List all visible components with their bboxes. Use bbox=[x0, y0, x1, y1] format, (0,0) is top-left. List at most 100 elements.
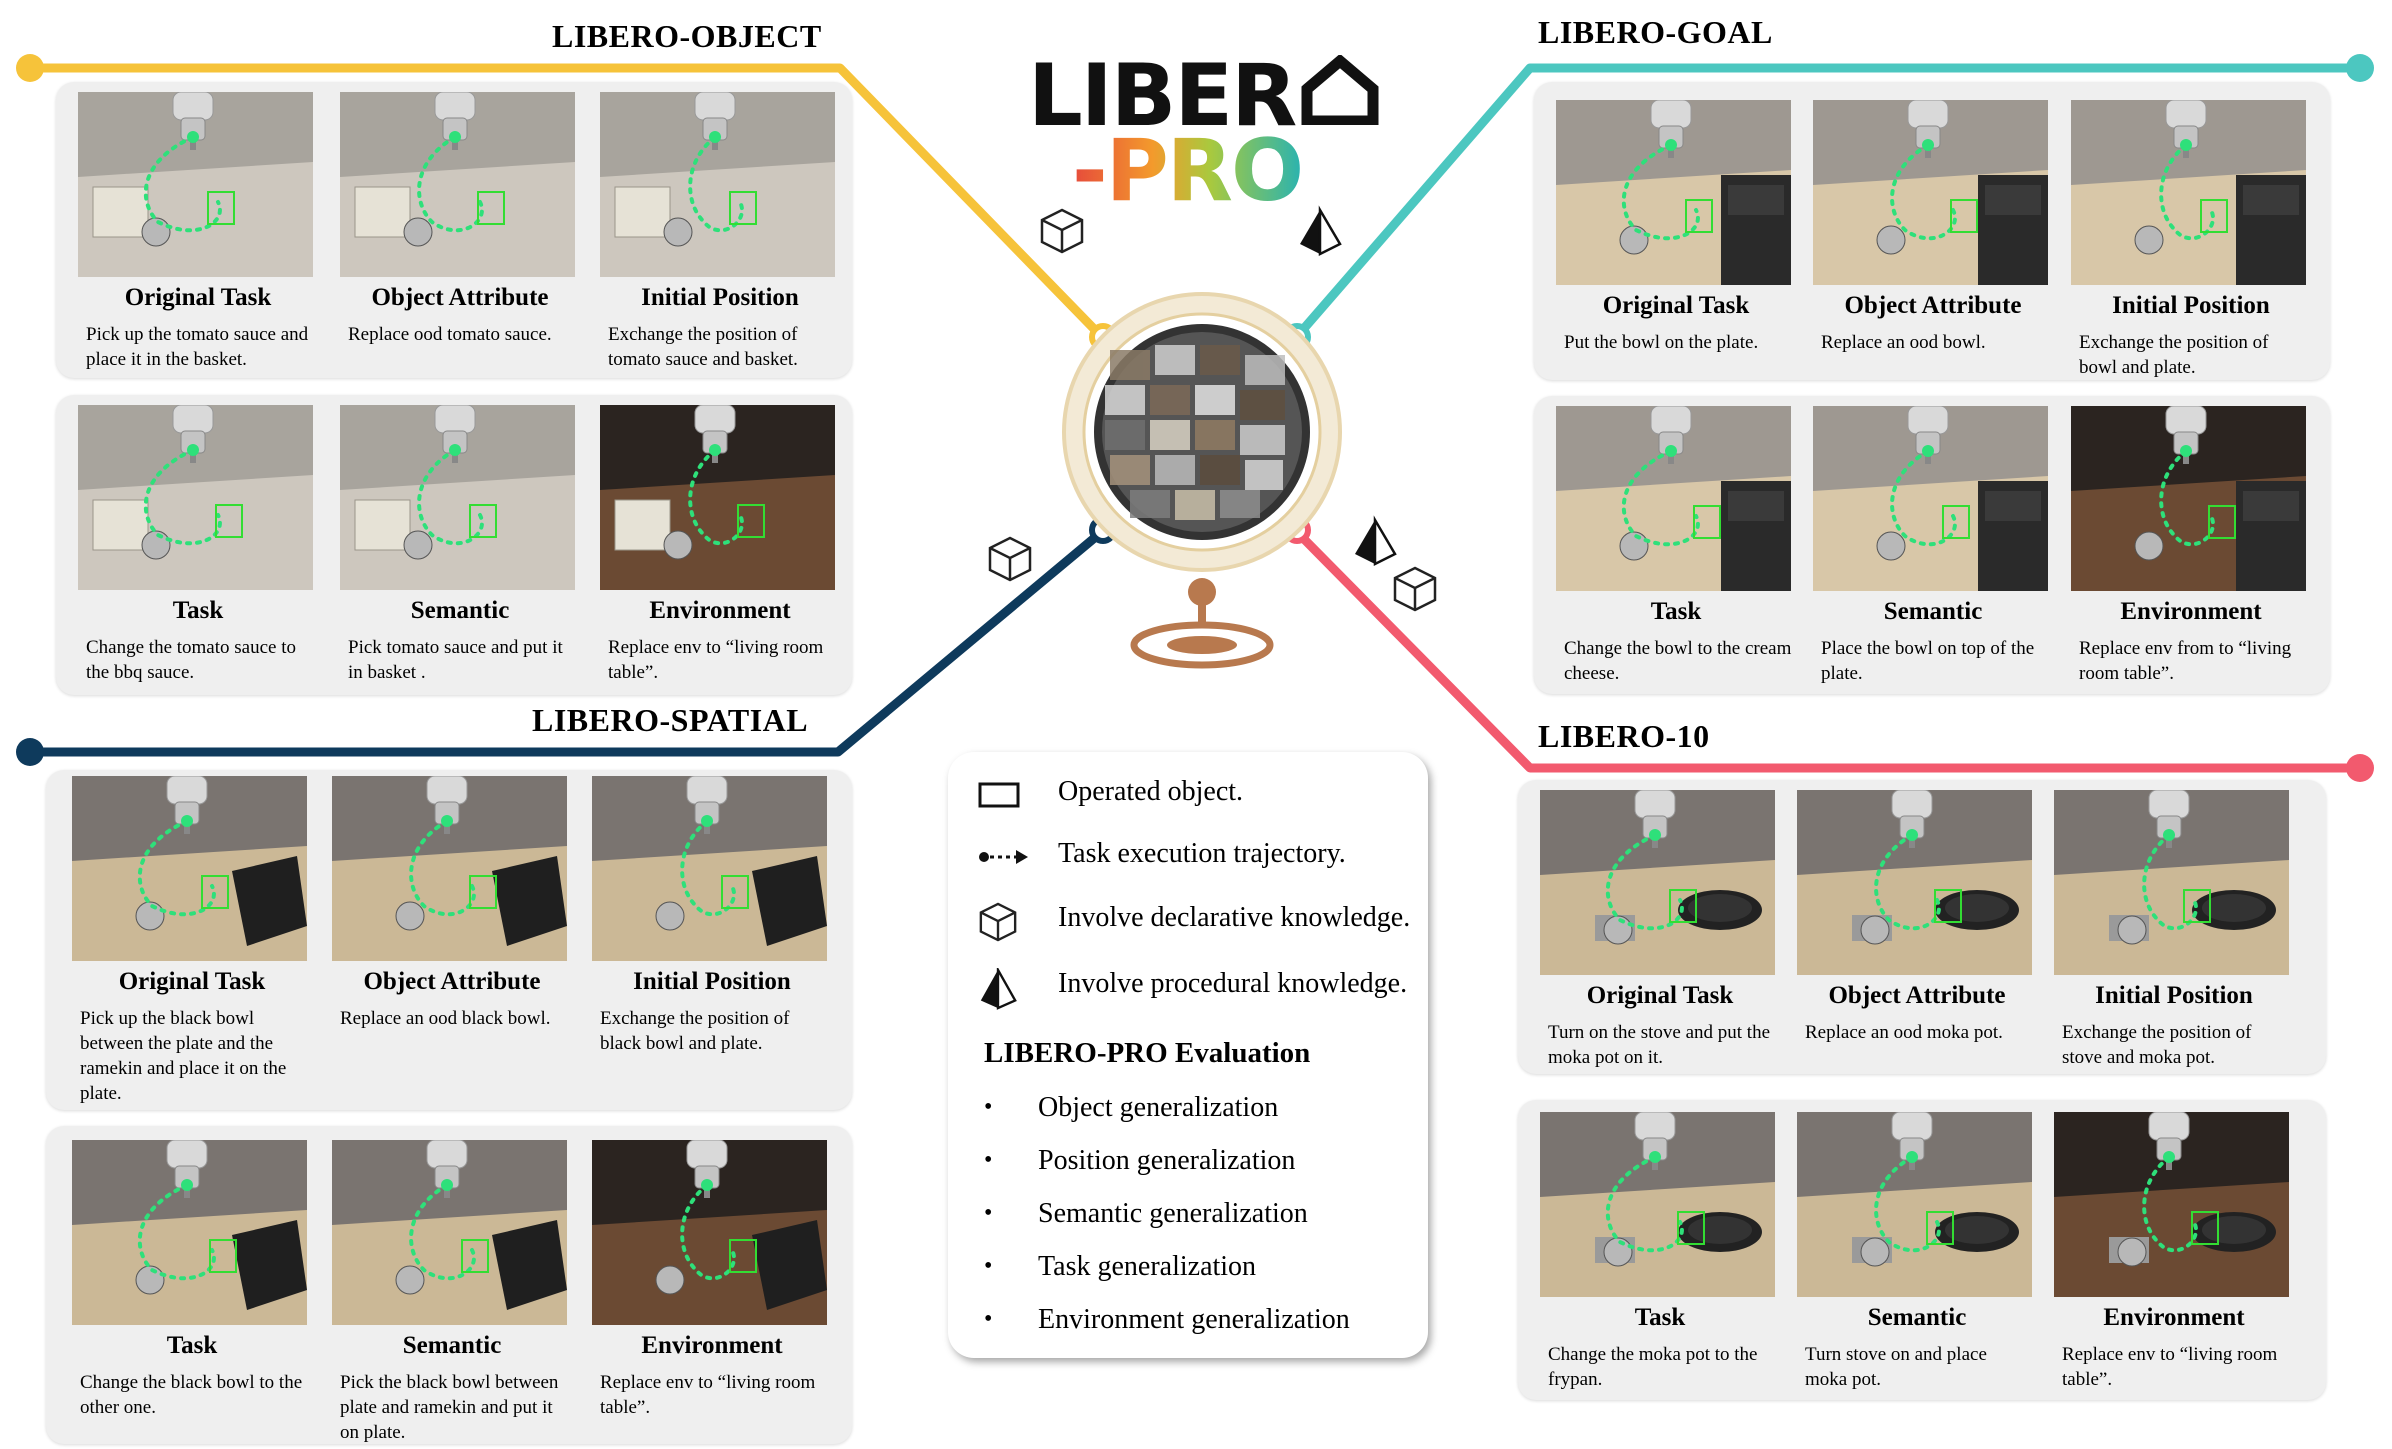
trajectory-path bbox=[137, 819, 216, 917]
trajectory-start bbox=[1665, 139, 1677, 151]
logo-pro-label: -PRO bbox=[1072, 121, 1302, 220]
operated-object-box bbox=[1669, 889, 1697, 923]
card-description: Change the tomato sauce to the bbq sauce… bbox=[86, 637, 296, 683]
card-image bbox=[592, 1140, 827, 1325]
card-image bbox=[2054, 790, 2289, 975]
operated-object-box bbox=[477, 191, 505, 225]
trajectory-start bbox=[441, 1179, 453, 1191]
scene-thumbnail bbox=[2071, 406, 2306, 591]
card-description: Pick up the tomato sauce and place it in… bbox=[86, 324, 309, 370]
scene-thumbnail bbox=[1556, 406, 1791, 591]
card-title: Object Attribute bbox=[1844, 292, 2022, 319]
cube-icon bbox=[979, 902, 1017, 942]
bullet-icon: • bbox=[984, 1094, 993, 1120]
card-title: Object Attribute bbox=[363, 968, 541, 995]
declarative-cube-icon bbox=[988, 536, 1032, 582]
card-description: Replace an ood bowl. bbox=[1821, 332, 1986, 353]
trajectory-start bbox=[2180, 139, 2192, 151]
operated-object-box bbox=[215, 504, 243, 538]
card-image bbox=[1813, 100, 2048, 285]
scene-thumbnail bbox=[72, 1140, 307, 1325]
card-description: Pick the black bowl between plate and ra… bbox=[340, 1372, 559, 1443]
scene-thumbnail bbox=[1797, 1112, 2032, 1297]
operated-object-box bbox=[1926, 1211, 1954, 1245]
card-description: Exchange the position of stove and moka … bbox=[2062, 1022, 2252, 1068]
trajectory-start bbox=[441, 815, 453, 827]
card-title: Original Task bbox=[124, 284, 272, 311]
card-description: Replace env from to “living room table”. bbox=[2079, 638, 2292, 684]
card-title: Semantic bbox=[410, 597, 510, 624]
card-description: Exchange the position of black bowl and … bbox=[600, 1008, 790, 1054]
scene-thumbnail bbox=[78, 405, 313, 590]
card-image bbox=[1540, 1112, 1775, 1297]
eval-item: Environment generalization bbox=[1038, 1304, 1350, 1335]
card-title: Task bbox=[172, 597, 224, 624]
trajectory-start bbox=[181, 815, 193, 827]
eval-item: Object generalization bbox=[1038, 1092, 1279, 1123]
card-title: Initial Position bbox=[641, 284, 799, 311]
card-image bbox=[78, 405, 313, 590]
operated-object-box bbox=[1685, 199, 1713, 233]
ten-line-endpoint bbox=[2346, 754, 2374, 782]
bullet-icon: • bbox=[984, 1200, 993, 1226]
object-line-endpoint bbox=[16, 54, 44, 82]
card-image bbox=[1540, 790, 1775, 975]
card-description: Change the black bowl to the other one. bbox=[80, 1372, 303, 1418]
operated-object-box bbox=[1942, 505, 1970, 539]
trajectory-path bbox=[688, 448, 744, 546]
bullet-icon: • bbox=[984, 1147, 993, 1173]
trajectory-start bbox=[187, 444, 199, 456]
card-title: Original Task bbox=[118, 968, 266, 995]
trajectory-start bbox=[449, 444, 461, 456]
card-description: Replace env to “living room table”. bbox=[608, 637, 824, 683]
card-title: Semantic bbox=[1883, 598, 1983, 625]
operated-object-box bbox=[737, 504, 765, 538]
operated-object-box bbox=[1950, 199, 1978, 233]
scene-thumbnail bbox=[592, 776, 827, 961]
operated-object-box bbox=[207, 191, 235, 225]
trajectory-path bbox=[2142, 1155, 2198, 1253]
scene-thumbnail bbox=[600, 405, 835, 590]
declarative-cube-icon bbox=[1040, 208, 1084, 254]
card-title: Initial Position bbox=[2095, 982, 2253, 1009]
card-description: Pick up the black bowl between the plate… bbox=[80, 1008, 287, 1104]
card-description: Replace ood tomato sauce. bbox=[348, 324, 552, 345]
title-libero-goal: LIBERO-GOAL bbox=[1538, 14, 1773, 50]
card-description: Change the bowl to the cream cheese. bbox=[1564, 638, 1792, 684]
operated-object-box bbox=[469, 504, 497, 538]
card-image bbox=[340, 405, 575, 590]
legend-declarative-label: Involve declarative knowledge. bbox=[1058, 902, 1411, 933]
operated-box-icon bbox=[978, 782, 1020, 808]
card-image bbox=[592, 776, 827, 961]
card-image bbox=[600, 405, 835, 590]
procedural-pyramid-icon bbox=[1355, 515, 1397, 567]
card-image bbox=[332, 1140, 567, 1325]
trajectory-start bbox=[2163, 829, 2175, 841]
legend-procedural-label: Involve procedural knowledge. bbox=[1058, 968, 1408, 999]
trajectory-start bbox=[1649, 1151, 1661, 1163]
card-title: Environment bbox=[2103, 1304, 2245, 1331]
scene-thumbnail bbox=[600, 92, 835, 277]
trajectory-start bbox=[709, 444, 721, 456]
card-title: Object Attribute bbox=[371, 284, 549, 311]
trajectory-path bbox=[2159, 143, 2215, 241]
scene-thumbnail bbox=[340, 92, 575, 277]
operated-object-box bbox=[1677, 1211, 1705, 1245]
trajectory-path bbox=[688, 135, 744, 233]
scene-thumbnail bbox=[332, 776, 567, 961]
eval-title: LIBERO-PRO Evaluation bbox=[984, 1037, 1311, 1069]
trajectory-path bbox=[1605, 833, 1684, 931]
trajectory-path bbox=[409, 1183, 476, 1281]
trajectory-path bbox=[1890, 449, 1957, 547]
card-description: Replace env to “living room table”. bbox=[600, 1372, 816, 1418]
trajectory-start bbox=[1665, 445, 1677, 457]
trajectory-path bbox=[1621, 143, 1700, 241]
card-title: Object Attribute bbox=[1828, 982, 2006, 1009]
trajectory-path bbox=[1874, 1155, 1941, 1253]
house-icon bbox=[1301, 53, 1379, 127]
scene-thumbnail bbox=[2054, 790, 2289, 975]
trajectory-start bbox=[1906, 1151, 1918, 1163]
card-image bbox=[1797, 790, 2032, 975]
card-description: Turn stove on and place moka pot. bbox=[1805, 1344, 1987, 1390]
